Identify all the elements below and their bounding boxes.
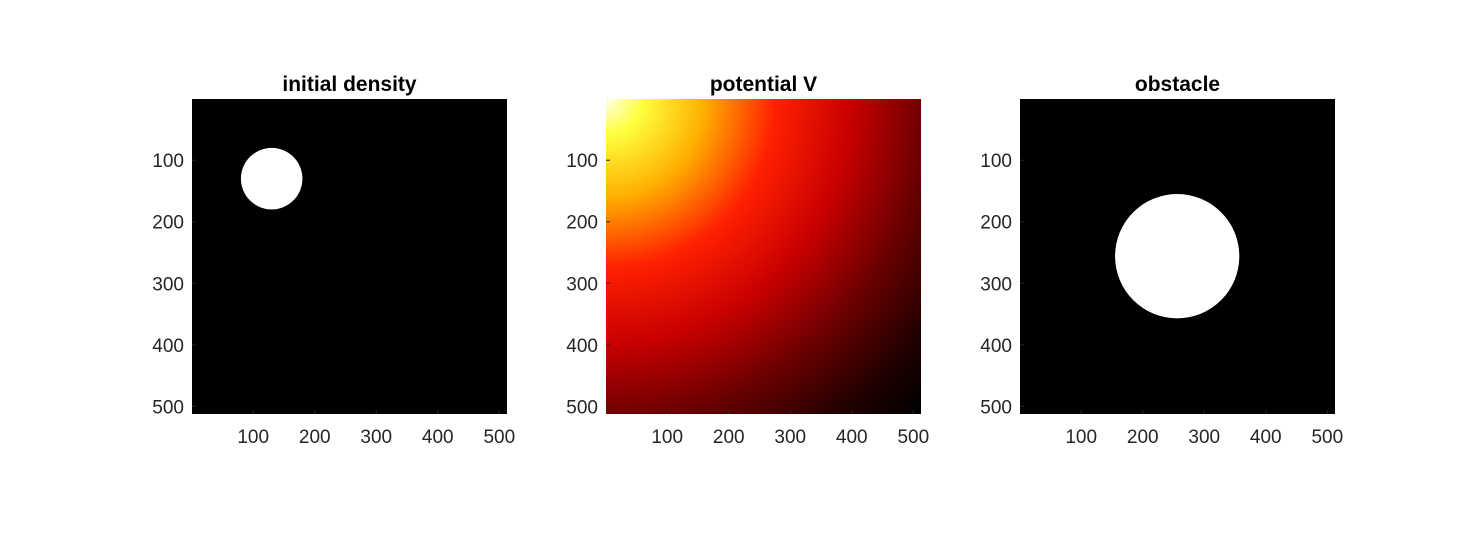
x-tick-label: 300 (1188, 427, 1220, 448)
x-tick-label: 300 (360, 427, 392, 448)
y-tick-label: 500 (980, 397, 1012, 418)
y-tick-label: 300 (566, 274, 598, 295)
y-tick-label: 200 (980, 213, 1012, 234)
x-tick-label: 200 (299, 427, 331, 448)
y-tick-label: 400 (566, 336, 598, 357)
x-tick-label: 200 (1127, 427, 1159, 448)
y-tick-label: 100 (980, 151, 1012, 172)
x-tick-label: 400 (422, 427, 454, 448)
x-tick-label: 300 (774, 427, 806, 448)
x-tick-label: 100 (1065, 427, 1097, 448)
y-tick-label: 400 (980, 336, 1012, 357)
y-tick-label: 100 (152, 151, 184, 172)
panel-obstacle: obstacle 100 200 300 400 500 100 200 300 400 500 (980, 73, 1343, 448)
y-tick-label: 200 (566, 213, 598, 234)
panel-title: obstacle (1135, 73, 1220, 96)
y-tick-label: 400 (152, 336, 184, 357)
y-tick-label: 500 (152, 397, 184, 418)
panel-potential-v: potential V 100 200 300 400 500 100 200 300 400 5… (566, 73, 929, 448)
x-tick-label: 100 (237, 427, 269, 448)
panel-title: initial density (282, 73, 417, 96)
y-tick-label: 200 (152, 213, 184, 234)
x-tick-label: 400 (1250, 427, 1282, 448)
panel-initial-density: initial density 100 200 300 400 500 100 200 300… (152, 73, 515, 448)
x-tick-label: 500 (1311, 427, 1343, 448)
y-tick-label: 300 (152, 274, 184, 295)
x-tick-label: 500 (897, 427, 929, 448)
y-tick-label: 500 (566, 397, 598, 418)
y-tick-label: 100 (566, 151, 598, 172)
x-tick-label: 400 (836, 427, 868, 448)
image-background (192, 99, 507, 414)
obstacle-disk (1115, 194, 1240, 319)
x-tick-label: 100 (651, 427, 683, 448)
potential-field (606, 99, 921, 414)
density-disk (240, 147, 303, 210)
panel-title: potential V (710, 73, 817, 96)
x-tick-label: 500 (483, 427, 515, 448)
y-tick-label: 300 (980, 274, 1012, 295)
x-tick-label: 200 (713, 427, 745, 448)
